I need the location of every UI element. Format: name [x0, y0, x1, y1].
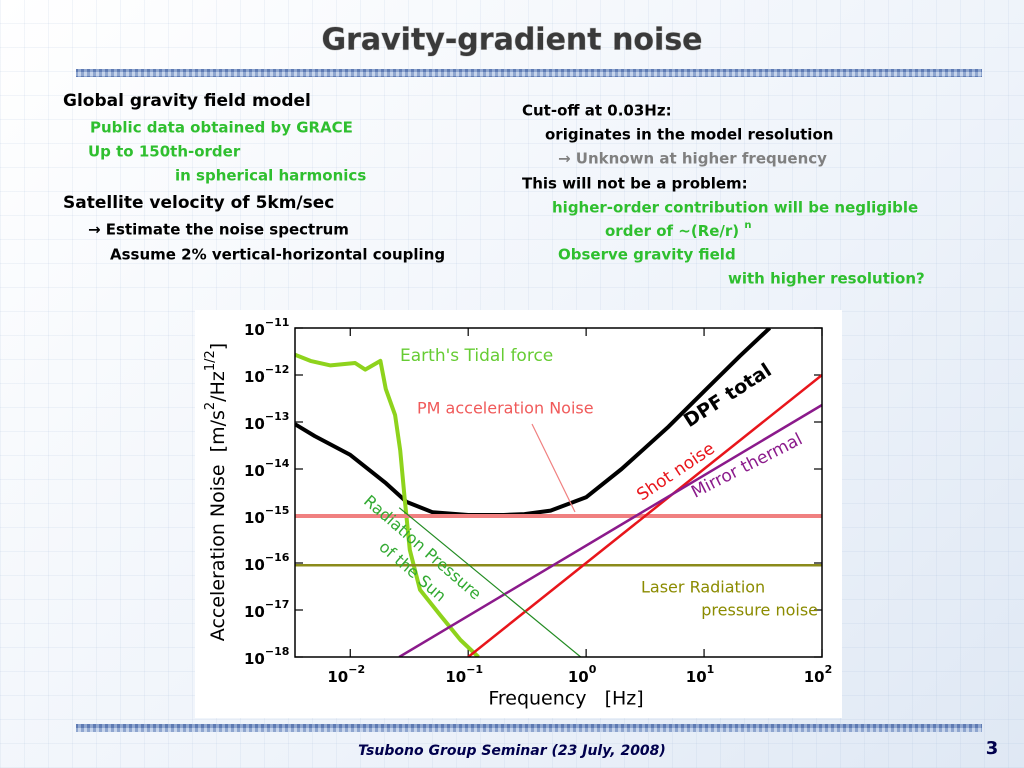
tick-exponent: 1	[707, 663, 715, 676]
text-line: Cut-off at 0.03Hz:	[522, 102, 672, 120]
series-line	[398, 507, 582, 657]
y-tick-label: 10−15	[244, 504, 289, 527]
tick-exponent: −13	[265, 410, 290, 423]
tick-base: 10	[244, 368, 265, 386]
series-line	[467, 374, 822, 657]
text-line: order of ~(Re/r) n	[605, 220, 752, 240]
text-line: originates in the model resolution	[545, 126, 833, 144]
text-line: higher-order contribution will be neglig…	[552, 199, 918, 217]
tick-exponent: 0	[589, 663, 597, 676]
y-axis-label-part: /Hz	[207, 371, 229, 402]
tick-base: 10	[244, 650, 265, 668]
tick-exponent: −17	[265, 598, 290, 611]
y-tick-label: 10−13	[244, 410, 289, 433]
tick-base: 10	[804, 668, 825, 686]
x-axis-label: Frequency [Hz]	[488, 688, 643, 710]
tick-exponent: −11	[265, 316, 290, 329]
tick-base: 10	[244, 321, 265, 339]
series-line	[398, 403, 822, 657]
tick-base: 10	[244, 509, 265, 527]
y-axis-label-sup: 2	[203, 402, 218, 410]
tick-exponent: −12	[265, 363, 290, 376]
y-axis-label: Acceleration Noise [m/s2/Hz1/2]	[203, 343, 229, 641]
superscript: n	[744, 220, 751, 231]
tick-exponent: −2	[348, 663, 365, 676]
y-tick-label: 10−14	[244, 457, 290, 480]
y-tick-label: 10−17	[244, 598, 289, 621]
tick-exponent: 2	[825, 663, 833, 676]
tick-base: 10	[327, 668, 348, 686]
x-tick-label: 100	[568, 663, 597, 686]
text-line: Public data obtained by GRACE	[90, 119, 353, 137]
text-line: → Unknown at higher frequency	[558, 150, 827, 168]
series-label: Laser Radiation	[641, 578, 765, 597]
y-axis-label-part: Acceleration Noise [m/s	[207, 410, 229, 641]
series-label: pressure noise	[701, 601, 818, 620]
x-tick-label: 10−2	[327, 663, 365, 686]
pointer	[531, 423, 576, 513]
tick-exponent: −18	[265, 645, 290, 658]
tick-exponent: −16	[265, 551, 290, 564]
x-tick-label: 10−1	[445, 663, 483, 686]
text-line: Global gravity field model	[63, 91, 311, 111]
text-line: Satellite velocity of 5km/sec	[63, 193, 334, 213]
series-label: Earth's Tidal force	[400, 346, 553, 366]
header-bar	[76, 69, 982, 77]
text-line: in spherical harmonics	[175, 167, 366, 185]
text-line: with higher resolution?	[728, 270, 925, 288]
footer: Tsubono Group Seminar (23 July, 2008)	[358, 743, 666, 759]
text-line: Assume 2% vertical-horizontal coupling	[110, 246, 445, 264]
tick-exponent: −1	[466, 663, 483, 676]
footer-bar	[76, 724, 982, 732]
text-line: This will not be a problem:	[522, 175, 748, 193]
text-line: → Estimate the noise spectrum	[88, 221, 349, 239]
tick-base: 10	[244, 556, 265, 574]
tick-base: 10	[686, 668, 707, 686]
tick-base: 10	[445, 668, 466, 686]
y-tick-label: 10−18	[244, 645, 289, 668]
y-axis-label-part: ]	[207, 343, 229, 350]
y-axis-label-sup: 1/2	[203, 350, 218, 371]
y-tick-label: 10−12	[244, 363, 289, 386]
tick-base: 10	[568, 668, 589, 686]
tick-exponent: −15	[265, 504, 290, 517]
tick-exponent: −14	[265, 457, 290, 470]
text-part: order of ~(Re/r)	[605, 222, 744, 240]
y-tick-label: 10−16	[244, 551, 290, 574]
tick-base: 10	[244, 603, 265, 621]
tick-base: 10	[244, 415, 265, 433]
series-line	[295, 352, 480, 657]
series-label: PM acceleration Noise	[417, 399, 594, 418]
x-tick-label: 101	[686, 663, 715, 686]
page-number: 3	[986, 738, 999, 759]
y-tick-label: 10−11	[244, 316, 289, 339]
plot-frame	[294, 327, 823, 658]
text-line: Observe gravity field	[558, 246, 736, 264]
text-line: Up to 150th-order	[88, 143, 241, 161]
tick-base: 10	[244, 462, 265, 480]
slide-title: Gravity-gradient noise	[321, 23, 702, 58]
x-tick-label: 102	[804, 663, 833, 686]
